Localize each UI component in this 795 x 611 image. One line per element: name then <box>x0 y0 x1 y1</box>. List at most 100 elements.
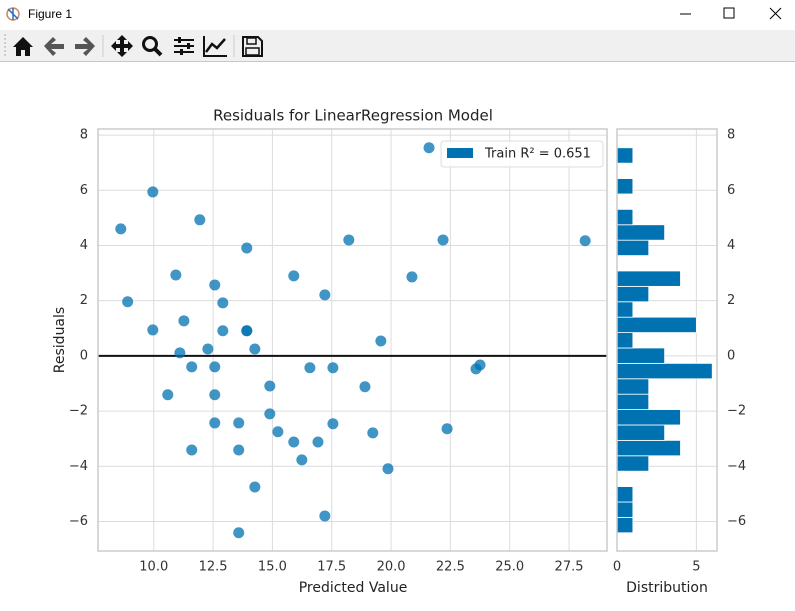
point <box>122 296 134 308</box>
point <box>264 380 276 392</box>
hist-bar <box>616 486 634 503</box>
point <box>209 279 221 291</box>
toolbar <box>0 30 795 62</box>
hist-bar <box>616 516 634 534</box>
axes-frame <box>616 128 718 552</box>
x-tick-label: 0 <box>613 560 621 575</box>
hist-bar <box>616 285 650 303</box>
x-tick-label: 10.0 <box>139 560 168 575</box>
title-bar: Figure 1 <box>0 0 795 30</box>
point <box>406 271 418 283</box>
point <box>470 363 482 375</box>
y-tick-label: 4 <box>727 238 735 253</box>
window-chrome <box>6 7 782 21</box>
y-tick-label: 6 <box>80 183 88 198</box>
legend-box <box>440 140 604 168</box>
x-axis-label: Predicted Value <box>299 580 408 596</box>
hist-bar <box>616 439 681 457</box>
x-tick-label: 22.5 <box>436 560 465 575</box>
hist-bar <box>616 501 634 518</box>
point <box>249 343 261 355</box>
y-tick-label: −2 <box>69 404 88 419</box>
hist-bar <box>616 378 650 395</box>
point <box>209 417 221 429</box>
point <box>217 325 229 337</box>
hist-bar <box>616 409 681 426</box>
zoom-button[interactable] <box>142 36 163 57</box>
toolbar-icons <box>4 34 263 58</box>
point <box>233 417 245 429</box>
point <box>170 269 182 281</box>
hist-bar <box>616 347 666 364</box>
point <box>312 436 324 448</box>
point <box>474 359 486 371</box>
configure-button[interactable] <box>174 37 194 55</box>
y-tick-label: 2 <box>80 293 88 308</box>
chart-title: Residuals for LinearRegression Model <box>213 107 493 125</box>
point <box>233 527 245 539</box>
hist-bar <box>616 424 666 441</box>
home-button[interactable] <box>13 37 33 56</box>
window-title: Figure 1 <box>28 7 73 21</box>
point <box>441 423 453 435</box>
point <box>327 418 339 430</box>
point <box>209 361 221 373</box>
point <box>272 426 284 438</box>
save-button[interactable] <box>242 36 263 57</box>
point <box>241 325 253 337</box>
point <box>382 463 394 475</box>
y-tick-label: 6 <box>727 183 735 198</box>
point <box>319 510 331 522</box>
pan-button[interactable] <box>111 35 133 57</box>
y-tick-label: 2 <box>727 293 735 308</box>
axes-frame <box>97 128 608 552</box>
point <box>115 223 127 235</box>
maximize-button[interactable] <box>723 7 735 19</box>
point <box>186 361 198 373</box>
y-tick-label: −6 <box>69 514 88 529</box>
point <box>359 381 371 393</box>
point <box>194 214 206 226</box>
y-tick-label: −4 <box>69 459 88 474</box>
hist-bar <box>616 301 634 318</box>
hist-bar <box>616 208 634 226</box>
x-tick-label: 25.0 <box>495 560 524 575</box>
x-tick-label: 15.0 <box>258 560 287 575</box>
point <box>249 481 261 493</box>
y-tick-label: 0 <box>727 348 735 363</box>
point <box>437 234 449 246</box>
hist-bar <box>616 239 650 256</box>
close-button[interactable] <box>769 7 782 20</box>
point <box>178 315 190 327</box>
point <box>209 389 221 401</box>
y-tick-label: −2 <box>727 404 746 419</box>
point <box>217 297 229 309</box>
point <box>375 335 387 347</box>
forward-button[interactable] <box>75 37 95 56</box>
y-tick-label: 4 <box>80 238 88 253</box>
point <box>174 347 186 359</box>
point <box>264 408 276 420</box>
x-tick-label: 5 <box>692 560 700 575</box>
back-button[interactable] <box>44 37 64 56</box>
edit-axis-button[interactable] <box>203 36 227 57</box>
point <box>162 389 174 401</box>
point <box>241 325 253 337</box>
x-tick-label: 27.5 <box>555 560 584 575</box>
hist-bar <box>616 393 650 410</box>
app-icon <box>6 7 20 21</box>
point <box>147 186 159 198</box>
hist-x-axis-label: Distribution <box>626 580 708 596</box>
hist-bar <box>616 332 634 349</box>
hist-bar <box>616 316 697 333</box>
point <box>241 242 253 254</box>
y-tick-label: 8 <box>80 128 88 143</box>
hist-bar <box>616 224 666 241</box>
x-tick-label: 17.5 <box>317 560 346 575</box>
point <box>327 362 339 374</box>
point <box>202 343 214 355</box>
point <box>233 444 245 456</box>
point <box>343 234 355 246</box>
